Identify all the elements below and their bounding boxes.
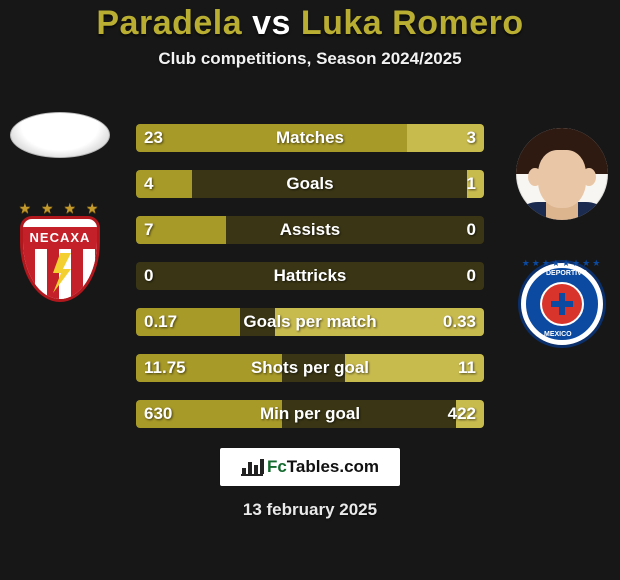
brand-prefix: Fc <box>267 457 287 476</box>
brand-logo: FcTables.com <box>220 448 400 486</box>
stat-row: 00Hattricks <box>136 262 484 290</box>
stat-row: 630422Min per goal <box>136 400 484 428</box>
stat-label: Assists <box>136 216 484 244</box>
subtitle: Club competitions, Season 2024/2025 <box>0 49 620 69</box>
stat-row: 41Goals <box>136 170 484 198</box>
brand-suffix: Tables.com <box>287 457 379 476</box>
stat-label: Min per goal <box>136 400 484 428</box>
player-b-name: Luka Romero <box>301 4 524 42</box>
left-column: ★ ★ ★ ★ NECAXA <box>8 112 112 306</box>
stat-row: 11.7511Shots per goal <box>136 354 484 382</box>
player-a-avatar-placeholder <box>10 112 110 158</box>
stat-row: 233Matches <box>136 124 484 152</box>
date-label: 13 february 2025 <box>243 500 377 520</box>
stat-label: Goals <box>136 170 484 198</box>
stat-bars: 233Matches 41Goals 70Assists 00Hattricks 0.1… <box>136 124 484 446</box>
player-b-avatar <box>516 128 608 220</box>
brand-text: FcTables.com <box>267 457 379 477</box>
player-a-name: Paradela <box>96 4 242 42</box>
shield-icon: NECAXA <box>20 216 100 302</box>
page-title: Paradela vs Luka Romero <box>0 4 620 43</box>
stat-row: 70Assists <box>136 216 484 244</box>
stat-row: 0.170.33Goals per match <box>136 308 484 336</box>
stat-label: Matches <box>136 124 484 152</box>
club-a-name: NECAXA <box>23 227 97 249</box>
stat-label: Hattricks <box>136 262 484 290</box>
club-b-ring-text: DEPORTIVOMEXICO <box>518 260 606 348</box>
vs-separator: vs <box>242 4 301 42</box>
right-column: ★★★★★★★★ DEPORTIVOMEXICO <box>512 128 612 348</box>
stat-label: Goals per match <box>136 308 484 336</box>
club-a-badge: ★ ★ ★ ★ NECAXA <box>12 198 108 306</box>
comparison-infographic: Paradela vs Luka Romero Club competition… <box>0 0 620 580</box>
footer: FcTables.com 13 february 2025 <box>0 448 620 520</box>
club-b-badge: ★★★★★★★★ DEPORTIVOMEXICO <box>518 260 606 348</box>
bar-chart-icon <box>241 458 263 476</box>
star-icon: ★ ★ ★ ★ <box>12 200 108 217</box>
stat-label: Shots per goal <box>136 354 484 382</box>
